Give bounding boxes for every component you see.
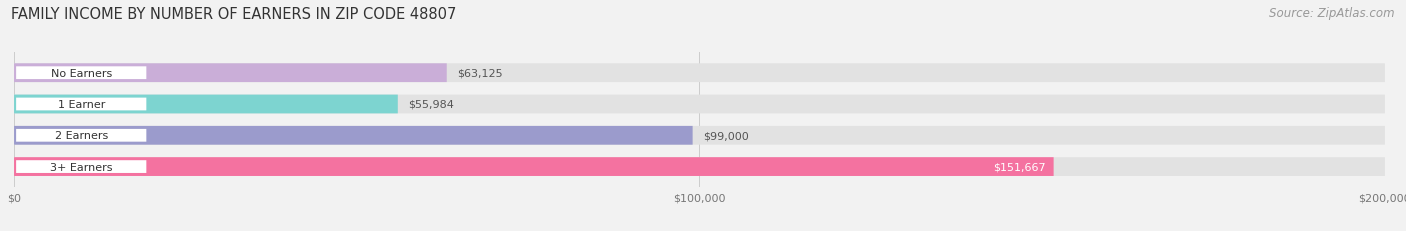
FancyBboxPatch shape: [14, 95, 398, 114]
FancyBboxPatch shape: [15, 98, 146, 111]
Text: 3+ Earners: 3+ Earners: [51, 162, 112, 172]
FancyBboxPatch shape: [15, 67, 146, 80]
Text: FAMILY INCOME BY NUMBER OF EARNERS IN ZIP CODE 48807: FAMILY INCOME BY NUMBER OF EARNERS IN ZI…: [11, 7, 457, 22]
FancyBboxPatch shape: [14, 64, 447, 83]
Text: 2 Earners: 2 Earners: [55, 131, 108, 141]
FancyBboxPatch shape: [14, 95, 1385, 114]
FancyBboxPatch shape: [14, 64, 1385, 83]
FancyBboxPatch shape: [15, 129, 146, 142]
Text: $99,000: $99,000: [703, 131, 748, 141]
FancyBboxPatch shape: [14, 126, 693, 145]
FancyBboxPatch shape: [14, 126, 1385, 145]
FancyBboxPatch shape: [14, 158, 1053, 176]
Text: $63,125: $63,125: [457, 68, 502, 78]
Text: $151,667: $151,667: [993, 162, 1046, 172]
FancyBboxPatch shape: [14, 158, 1385, 176]
Text: No Earners: No Earners: [51, 68, 112, 78]
Text: Source: ZipAtlas.com: Source: ZipAtlas.com: [1270, 7, 1395, 20]
Text: $55,984: $55,984: [408, 100, 454, 109]
FancyBboxPatch shape: [15, 161, 146, 173]
Text: 1 Earner: 1 Earner: [58, 100, 105, 109]
